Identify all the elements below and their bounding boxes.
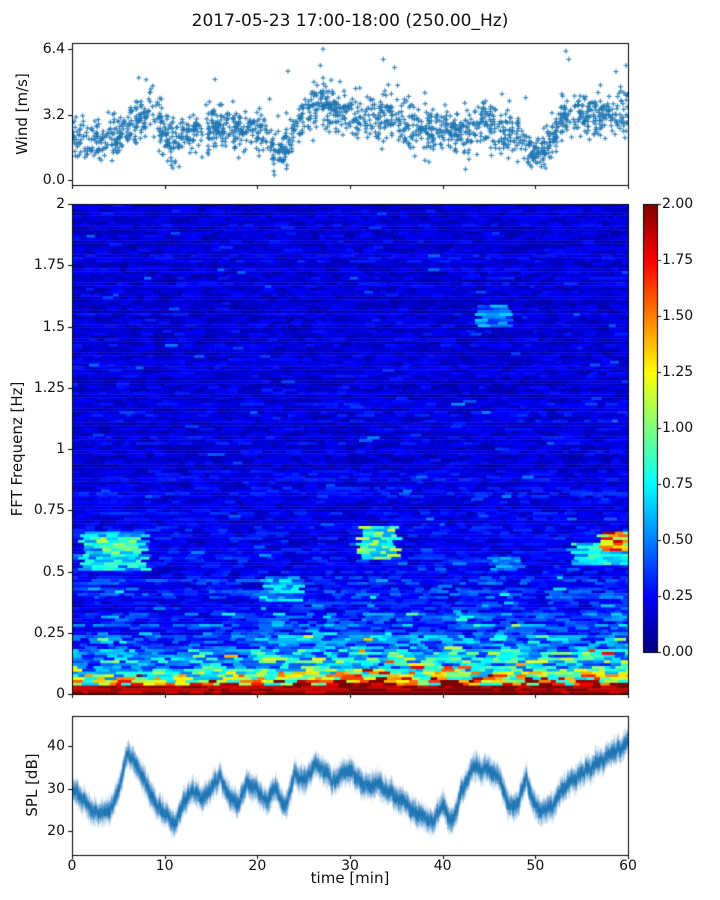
wind-ytick-label: 0.0 <box>42 171 65 188</box>
spl-ytick-label: 30 <box>47 780 65 797</box>
x-tick-label: 30 <box>341 858 359 874</box>
spectrogram-ytick-label: 1.75 <box>33 257 65 274</box>
spl-ytick-label: 40 <box>47 737 65 754</box>
x-tick-label: 40 <box>433 858 452 874</box>
colorbar-tick-label: 2.00 <box>662 196 694 212</box>
colorbar-tick-label: 1.00 <box>662 420 694 436</box>
x-tick-label: 0 <box>67 858 77 874</box>
figure-title: 2017-05-23 17:00-18:00 (250.00_Hz) <box>191 11 509 31</box>
x-tick-label: 10 <box>155 858 174 874</box>
colorbar-tick-label: 1.25 <box>662 364 694 380</box>
spectrogram-ytick-label: 2 <box>56 196 65 212</box>
spectrogram-ytick-label: 1.5 <box>42 318 65 335</box>
colorbar-tick-label: 1.50 <box>662 308 694 324</box>
x-tick-label: 20 <box>248 858 267 874</box>
spectrogram-ytick-label: 0.75 <box>33 502 65 519</box>
x-tick-label: 60 <box>619 858 637 874</box>
x-axis-label: time [min] <box>310 869 390 887</box>
colorbar-tick-label: 0.00 <box>662 644 694 660</box>
spectrogram-ytick-label: 1.25 <box>33 379 65 396</box>
wind-ytick-label: 6.4 <box>42 41 65 58</box>
spectrogram-ytick-label: 1 <box>56 441 65 457</box>
spectrogram-ytick-label: 0.25 <box>33 624 65 641</box>
colorbar-tick-label: 0.75 <box>662 476 694 492</box>
colorbar-tick-label: 0.25 <box>662 588 694 604</box>
colorbar-tick-label: 0.50 <box>662 532 694 548</box>
spectrogram-ytick-label: 0.5 <box>42 563 65 580</box>
wind-ytick-label: 3.2 <box>42 106 65 123</box>
x-tick-label: 50 <box>526 858 545 874</box>
spectrogram-ytick-label: 0 <box>56 686 65 702</box>
colorbar-tick-label: 1.75 <box>662 252 694 268</box>
spl-ytick-label: 20 <box>47 823 65 840</box>
